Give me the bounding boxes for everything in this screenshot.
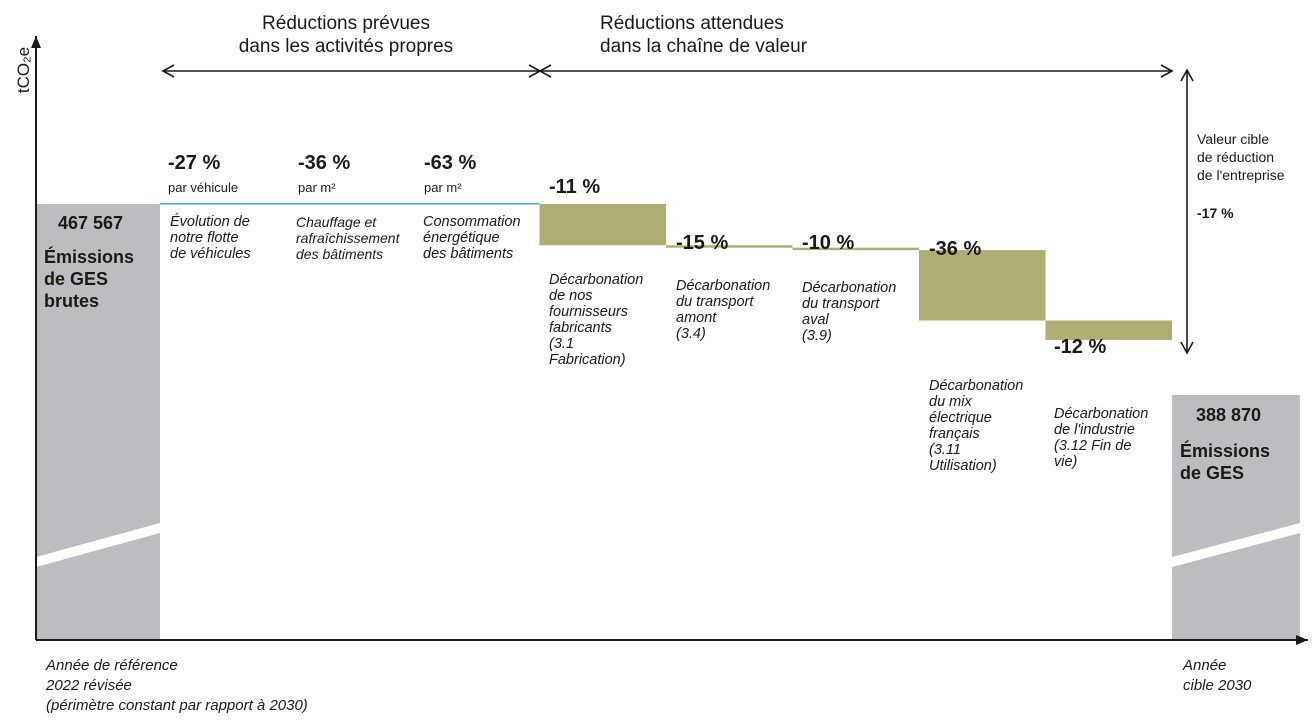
step-1-bar: [160, 203, 287, 205]
step-7-bar: [919, 250, 1046, 321]
step-6-bar: [792, 247, 919, 251]
step-8-label: Décarbonation de l'industrie (3.12 Fin d…: [1054, 406, 1149, 470]
step-2-pct: -36 %: [298, 152, 351, 174]
step-3-label: Consommation énergétique des bâtiments: [423, 214, 521, 262]
target-bar: [1172, 395, 1300, 640]
step-4-bar: [539, 204, 666, 246]
step-5-bar: [666, 245, 793, 248]
target-note-value: -17 %: [1197, 205, 1234, 221]
step-8-bar: [1045, 320, 1172, 340]
step-1-label: Évolution de notre flotte de véhicules: [170, 214, 251, 262]
step-7-pct: -36 %: [929, 238, 982, 260]
footer-target: Année cible 2030: [1183, 657, 1252, 694]
header-own-activities: Réductions prévues dans les activités pr…: [238, 13, 454, 57]
step-4-label: Décarbonation de nos fournisseurs fabric…: [549, 272, 644, 368]
step-6-label: Décarbonation du transport aval (3.9): [802, 280, 897, 344]
step-3-bar: [413, 203, 540, 205]
target-label: Émissions de GES: [1180, 441, 1271, 483]
step-6-pct: -10 %: [802, 232, 855, 254]
step-1-unit: par véhicule: [168, 180, 239, 195]
baseline-label: Émissions de GES brutes: [44, 247, 135, 311]
target-axis-break: [1172, 523, 1300, 567]
step-3-unit: par m²: [424, 180, 462, 195]
step-5-pct: -15 %: [676, 232, 729, 254]
step-7-label: Décarbonation du mix électrique français…: [929, 378, 1024, 474]
y-axis-label: tCO₂e: [14, 46, 33, 94]
header-value-chain: Réductions attendues dans la chaîne de v…: [600, 13, 808, 57]
baseline-value: 467 567: [58, 213, 124, 233]
step-2-unit: par m²: [298, 180, 336, 195]
step-2-bar: [286, 203, 413, 205]
step-2-label: Chauffage et rafraîchissement des bâtime…: [296, 214, 400, 262]
step-5-label: Décarbonation du transport amont (3.4): [676, 278, 771, 342]
target-value: 388 870: [1196, 405, 1262, 425]
target-note-label: Valeur cible de réduction de l'entrepris…: [1197, 131, 1285, 183]
step-4-pct: -11 %: [549, 176, 601, 198]
step-8-pct: -12 %: [1054, 336, 1107, 358]
baseline-bar: [36, 204, 160, 640]
step-3-pct: -63 %: [424, 152, 477, 174]
baseline-axis-break: [36, 523, 160, 567]
step-1-pct: -27 %: [168, 152, 221, 174]
footer-baseline: Année de référence 2022 révisée (périmèt…: [46, 657, 308, 714]
